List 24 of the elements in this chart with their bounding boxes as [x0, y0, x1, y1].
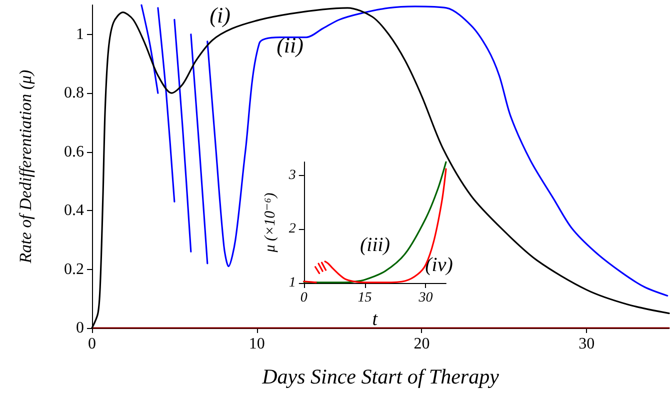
y-tick-label: 0.8: [64, 84, 84, 102]
y-tick-label: 0: [76, 320, 84, 336]
x-tick-label: 15: [358, 290, 372, 306]
y-tick-label: 1: [288, 276, 296, 290]
annotation: (ii): [276, 32, 304, 58]
y-tick-label: 1: [76, 26, 84, 43]
y-tick-label: 3: [288, 168, 296, 183]
x-axis-title: Days Since Start of Therapy: [261, 364, 500, 388]
annotation: (iv): [425, 254, 454, 276]
annotation: (i): [210, 2, 230, 28]
y-tick-label: 0.2: [64, 260, 84, 278]
x-tick-label: 0: [300, 290, 308, 306]
x-tick-label: 10: [248, 336, 265, 352]
y-tick-label: 0.4: [64, 202, 84, 220]
annotation: (iii): [360, 234, 390, 256]
y-axis-title: μ (×10⁻⁶): [262, 192, 278, 254]
x-tick-label: 20: [414, 336, 430, 352]
x-tick-label: 30: [418, 290, 433, 306]
x-tick-label: 0: [88, 336, 96, 352]
y-axis-title: Rate of Dedifferentiation (μ): [16, 69, 35, 264]
y-tick-label: 2: [288, 222, 296, 237]
x-tick-label: 30: [578, 336, 595, 352]
x-axis-title: t: [372, 308, 378, 330]
y-tick-label: 0.6: [64, 143, 84, 160]
